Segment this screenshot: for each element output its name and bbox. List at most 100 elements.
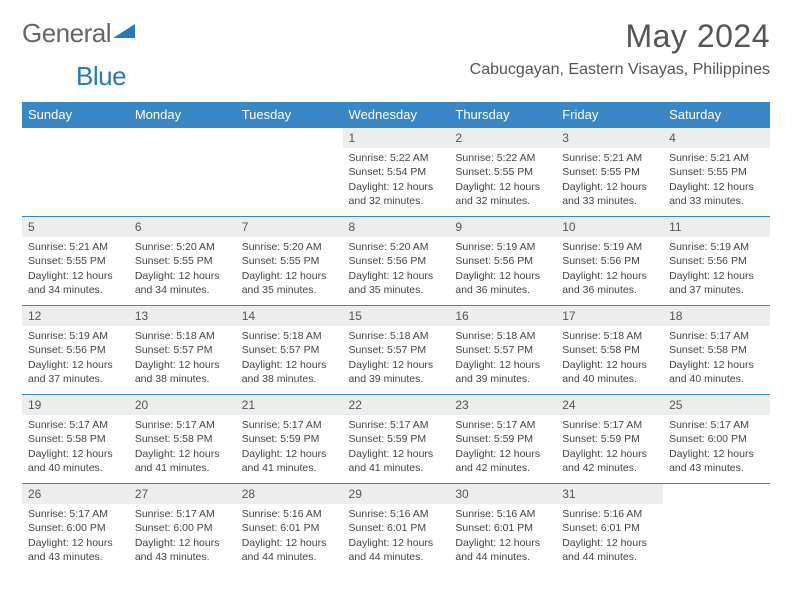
day-info: Sunrise: 5:21 AMSunset: 5:55 PMDaylight:… [22, 237, 129, 301]
calendar-week: 12Sunrise: 5:19 AMSunset: 5:56 PMDayligh… [22, 306, 770, 395]
day-number: 29 [343, 484, 450, 504]
sunrise-text: Sunrise: 5:22 AM [455, 151, 550, 165]
day-number: 16 [449, 306, 556, 326]
weekday-header: Thursday [449, 102, 556, 128]
sunrise-text: Sunrise: 5:16 AM [455, 507, 550, 521]
calendar-cell: 13Sunrise: 5:18 AMSunset: 5:57 PMDayligh… [129, 306, 236, 395]
sunset-text: Sunset: 5:56 PM [669, 254, 764, 268]
month-title: May 2024 [470, 18, 770, 55]
day-info: Sunrise: 5:17 AMSunset: 6:00 PMDaylight:… [22, 504, 129, 568]
day-number: 9 [449, 217, 556, 237]
calendar-cell: 6Sunrise: 5:20 AMSunset: 5:55 PMDaylight… [129, 217, 236, 306]
sunrise-text: Sunrise: 5:18 AM [455, 329, 550, 343]
calendar-cell: 7Sunrise: 5:20 AMSunset: 5:55 PMDaylight… [236, 217, 343, 306]
sunrise-text: Sunrise: 5:18 AM [349, 329, 444, 343]
calendar-cell: 22Sunrise: 5:17 AMSunset: 5:59 PMDayligh… [343, 395, 450, 484]
weekday-header: Sunday [22, 102, 129, 128]
sunrise-text: Sunrise: 5:20 AM [242, 240, 337, 254]
daylight-text: Daylight: 12 hours and 41 minutes. [349, 447, 444, 475]
calendar-cell: 14Sunrise: 5:18 AMSunset: 5:57 PMDayligh… [236, 306, 343, 395]
day-number: 11 [663, 217, 770, 237]
calendar-cell: 1Sunrise: 5:22 AMSunset: 5:54 PMDaylight… [343, 128, 450, 217]
logo-text-right: Blue [76, 61, 126, 92]
day-number: 7 [236, 217, 343, 237]
day-number: 26 [22, 484, 129, 504]
sunrise-text: Sunrise: 5:19 AM [562, 240, 657, 254]
day-info: Sunrise: 5:18 AMSunset: 5:58 PMDaylight:… [556, 326, 663, 390]
sunset-text: Sunset: 5:59 PM [349, 432, 444, 446]
sunset-text: Sunset: 6:00 PM [135, 521, 230, 535]
calendar-cell: 15Sunrise: 5:18 AMSunset: 5:57 PMDayligh… [343, 306, 450, 395]
calendar-cell: 11Sunrise: 5:19 AMSunset: 5:56 PMDayligh… [663, 217, 770, 306]
sunset-text: Sunset: 5:59 PM [455, 432, 550, 446]
day-number: 25 [663, 395, 770, 415]
daylight-text: Daylight: 12 hours and 39 minutes. [455, 358, 550, 386]
calendar-week: 26Sunrise: 5:17 AMSunset: 6:00 PMDayligh… [22, 484, 770, 573]
calendar-cell: 10Sunrise: 5:19 AMSunset: 5:56 PMDayligh… [556, 217, 663, 306]
sunset-text: Sunset: 5:56 PM [562, 254, 657, 268]
sunrise-text: Sunrise: 5:17 AM [28, 418, 123, 432]
logo: General [22, 18, 137, 49]
calendar-cell: 9Sunrise: 5:19 AMSunset: 5:56 PMDaylight… [449, 217, 556, 306]
calendar-cell: . [236, 128, 343, 217]
sunset-text: Sunset: 6:00 PM [669, 432, 764, 446]
day-info: Sunrise: 5:18 AMSunset: 5:57 PMDaylight:… [236, 326, 343, 390]
sunset-text: Sunset: 5:56 PM [28, 343, 123, 357]
day-info: Sunrise: 5:17 AMSunset: 5:59 PMDaylight:… [556, 415, 663, 479]
weekday-header: Monday [129, 102, 236, 128]
sunset-text: Sunset: 5:57 PM [135, 343, 230, 357]
day-info: Sunrise: 5:17 AMSunset: 5:59 PMDaylight:… [449, 415, 556, 479]
sunset-text: Sunset: 5:55 PM [242, 254, 337, 268]
day-number: 17 [556, 306, 663, 326]
day-info: Sunrise: 5:17 AMSunset: 5:58 PMDaylight:… [22, 415, 129, 479]
sunrise-text: Sunrise: 5:22 AM [349, 151, 444, 165]
sunrise-text: Sunrise: 5:16 AM [349, 507, 444, 521]
day-number: 31 [556, 484, 663, 504]
sunrise-text: Sunrise: 5:17 AM [562, 418, 657, 432]
sunset-text: Sunset: 6:01 PM [455, 521, 550, 535]
sunrise-text: Sunrise: 5:21 AM [28, 240, 123, 254]
sunrise-text: Sunrise: 5:18 AM [135, 329, 230, 343]
sunrise-text: Sunrise: 5:19 AM [28, 329, 123, 343]
sunset-text: Sunset: 6:01 PM [349, 521, 444, 535]
sunset-text: Sunset: 5:55 PM [455, 165, 550, 179]
day-info: Sunrise: 5:17 AMSunset: 5:59 PMDaylight:… [343, 415, 450, 479]
calendar-cell: 2Sunrise: 5:22 AMSunset: 5:55 PMDaylight… [449, 128, 556, 217]
sunset-text: Sunset: 5:55 PM [135, 254, 230, 268]
calendar-cell: 3Sunrise: 5:21 AMSunset: 5:55 PMDaylight… [556, 128, 663, 217]
sunset-text: Sunset: 5:58 PM [28, 432, 123, 446]
daylight-text: Daylight: 12 hours and 37 minutes. [28, 358, 123, 386]
sunset-text: Sunset: 5:56 PM [349, 254, 444, 268]
calendar-week: ...1Sunrise: 5:22 AMSunset: 5:54 PMDayli… [22, 128, 770, 217]
page: General May 2024 Cabucgayan, Eastern Vis… [0, 0, 792, 612]
day-info: Sunrise: 5:19 AMSunset: 5:56 PMDaylight:… [22, 326, 129, 390]
sunset-text: Sunset: 5:59 PM [242, 432, 337, 446]
day-number: 24 [556, 395, 663, 415]
day-info: Sunrise: 5:16 AMSunset: 6:01 PMDaylight:… [343, 504, 450, 568]
calendar-cell: 23Sunrise: 5:17 AMSunset: 5:59 PMDayligh… [449, 395, 556, 484]
day-info: Sunrise: 5:20 AMSunset: 5:55 PMDaylight:… [129, 237, 236, 301]
sunrise-text: Sunrise: 5:17 AM [349, 418, 444, 432]
day-number: 12 [22, 306, 129, 326]
daylight-text: Daylight: 12 hours and 37 minutes. [669, 269, 764, 297]
sunrise-text: Sunrise: 5:20 AM [135, 240, 230, 254]
day-number: 14 [236, 306, 343, 326]
sunrise-text: Sunrise: 5:21 AM [562, 151, 657, 165]
day-info: Sunrise: 5:19 AMSunset: 5:56 PMDaylight:… [449, 237, 556, 301]
sunrise-text: Sunrise: 5:17 AM [669, 418, 764, 432]
day-info: Sunrise: 5:19 AMSunset: 5:56 PMDaylight:… [556, 237, 663, 301]
title-block: May 2024 Cabucgayan, Eastern Visayas, Ph… [470, 18, 770, 79]
sunset-text: Sunset: 5:56 PM [455, 254, 550, 268]
day-number: 1 [343, 128, 450, 148]
day-number: 23 [449, 395, 556, 415]
day-info: Sunrise: 5:16 AMSunset: 6:01 PMDaylight:… [449, 504, 556, 568]
day-info: Sunrise: 5:17 AMSunset: 5:59 PMDaylight:… [236, 415, 343, 479]
day-info: Sunrise: 5:17 AMSunset: 5:58 PMDaylight:… [663, 326, 770, 390]
weekday-row: SundayMondayTuesdayWednesdayThursdayFrid… [22, 102, 770, 128]
daylight-text: Daylight: 12 hours and 33 minutes. [562, 180, 657, 208]
sunset-text: Sunset: 6:01 PM [242, 521, 337, 535]
sunrise-text: Sunrise: 5:16 AM [562, 507, 657, 521]
day-info: Sunrise: 5:20 AMSunset: 5:55 PMDaylight:… [236, 237, 343, 301]
daylight-text: Daylight: 12 hours and 42 minutes. [455, 447, 550, 475]
calendar-cell: 27Sunrise: 5:17 AMSunset: 6:00 PMDayligh… [129, 484, 236, 573]
